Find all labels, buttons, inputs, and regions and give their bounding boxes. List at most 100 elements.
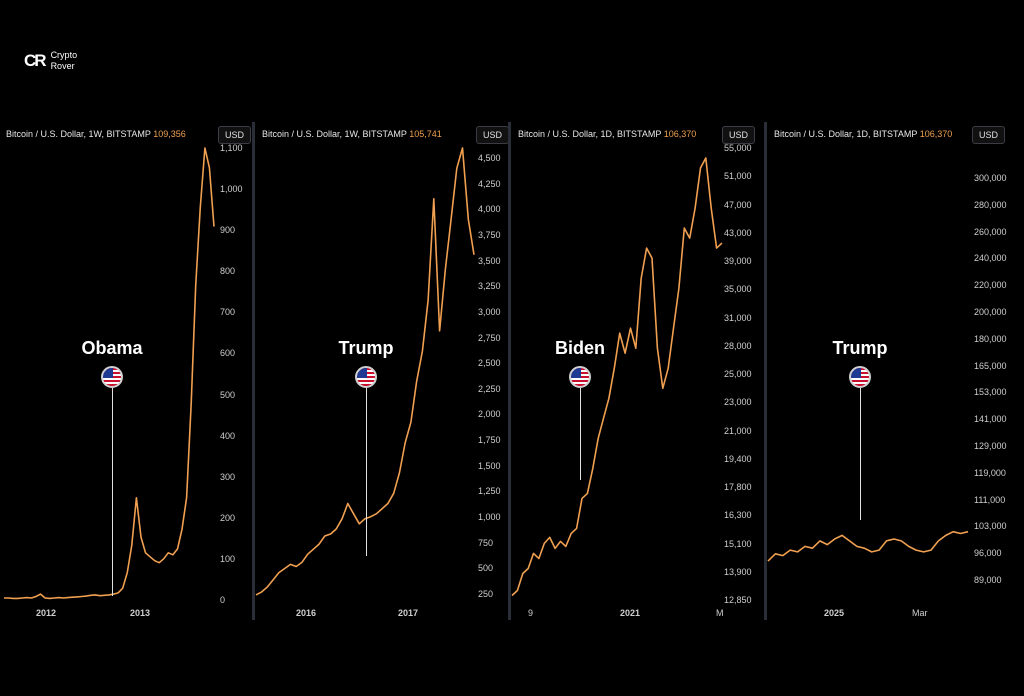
logo-line1: Crypto: [50, 50, 78, 60]
last-price: 106,370: [663, 129, 697, 139]
symbol-title: Bitcoin / U.S. Dollar, 1W, BITSTAMP: [262, 129, 407, 139]
y-tick-label: 240,000: [974, 253, 1007, 264]
y-tick-label: 2,500: [478, 358, 501, 369]
price-line-series: [511, 157, 723, 597]
president-label: Obama: [81, 338, 143, 358]
y-tick-label: 21,000: [724, 425, 752, 436]
currency-button[interactable]: USD: [722, 126, 756, 144]
y-tick-label: 200,000: [974, 307, 1007, 317]
y-tick-label: 4,000: [478, 204, 501, 215]
y-tick-label: 17,800: [724, 482, 752, 492]
chart-panel-4: Bitcoin / U.S. Dollar, 1D, BITSTAMP 106,…: [767, 122, 1024, 620]
inauguration-marker-line: [112, 388, 113, 596]
y-tick-label: 31,000: [724, 312, 752, 323]
y-tick-label: 300,000: [974, 173, 1007, 183]
price-chart: [511, 157, 723, 597]
y-tick-label: 300: [220, 471, 236, 482]
y-tick-label: 39,000: [724, 256, 752, 266]
symbol-header: Bitcoin / U.S. Dollar, 1W, BITSTAMP 109,…: [6, 129, 186, 139]
y-tick-label: 220,000: [974, 280, 1007, 291]
president-label: Biden: [554, 338, 605, 358]
y-tick-label: 2,750: [478, 332, 501, 343]
symbol-title: Bitcoin / U.S. Dollar, 1D, BITSTAMP: [518, 129, 662, 139]
y-tick-label: 3,750: [478, 229, 501, 240]
price-chart: [4, 147, 215, 600]
y-tick-label: 129,000: [974, 441, 1007, 451]
y-tick-label: 35,000: [724, 284, 752, 295]
x-tick-label: 2012: [36, 608, 57, 618]
symbol-header: Bitcoin / U.S. Dollar, 1D, BITSTAMP 106,…: [518, 129, 696, 139]
y-tick-label: 16,300: [724, 510, 752, 521]
y-tick-label: 153,000: [974, 387, 1007, 398]
y-tick-label: 200: [220, 512, 236, 523]
price-line-series: [4, 147, 215, 600]
y-tick-label: 600: [220, 348, 236, 359]
last-price: 109,356: [153, 129, 186, 139]
president-label: Trump: [338, 338, 394, 358]
x-tick-label: Mar: [912, 608, 928, 618]
y-tick-label: 4,500: [478, 153, 501, 163]
y-tick-label: 1,100: [220, 143, 243, 153]
y-tick-label: 2,250: [478, 383, 501, 394]
x-tick-label: 2025: [824, 608, 845, 618]
y-tick-label: 500: [478, 563, 494, 574]
y-tick-label: 43,000: [724, 227, 752, 238]
panel-divider: [508, 122, 511, 620]
y-tick-label: 2,000: [478, 409, 501, 420]
us-flag-icon: [101, 366, 123, 388]
y-tick-label: 500: [220, 389, 236, 400]
last-price: 105,741: [409, 129, 442, 139]
y-tick-label: 1,250: [478, 486, 501, 497]
y-tick-label: 55,000: [724, 143, 752, 153]
president-label: Trump: [832, 338, 888, 358]
chart-panel-1: Bitcoin / U.S. Dollar, 1W, BITSTAMP 109,…: [0, 122, 252, 620]
chart-panel-3: Bitcoin / U.S. Dollar, 1D, BITSTAMP 106,…: [511, 122, 764, 620]
us-flag-icon: [849, 366, 871, 388]
y-tick-label: 96,000: [974, 548, 1002, 559]
y-tick-label: 280,000: [974, 199, 1007, 210]
y-tick-label: 3,250: [478, 281, 501, 292]
x-tick-label: 9: [528, 608, 534, 618]
symbol-header: Bitcoin / U.S. Dollar, 1W, BITSTAMP 105,…: [262, 129, 442, 139]
y-tick-label: 47,000: [724, 199, 752, 210]
y-tick-label: 4,250: [478, 178, 501, 189]
brand-logo: CR Crypto Rover: [24, 50, 77, 72]
inauguration-marker-line: [860, 388, 861, 520]
y-tick-label: 750: [478, 537, 494, 548]
price-chart: [767, 530, 969, 562]
y-tick-label: 400: [220, 430, 236, 441]
currency-button[interactable]: USD: [218, 126, 252, 144]
us-flag-icon: [355, 366, 377, 388]
y-tick-label: 13,900: [724, 566, 752, 577]
panel-divider: [252, 122, 255, 620]
y-tick-label: 3,000: [478, 306, 501, 317]
chart-panel-2: Bitcoin / U.S. Dollar, 1W, BITSTAMP 105,…: [255, 122, 510, 620]
y-tick-label: 165,000: [974, 360, 1007, 371]
x-tick-label: 2016: [296, 608, 317, 618]
y-tick-label: 0: [220, 595, 226, 605]
panel-divider: [764, 122, 767, 620]
y-tick-label: 1,000: [478, 512, 501, 523]
y-tick-label: 89,000: [974, 575, 1002, 585]
x-tick-label: 2021: [620, 608, 641, 618]
last-price: 106,370: [919, 129, 953, 139]
price-line-series: [255, 147, 475, 596]
x-tick-label: 2017: [398, 608, 419, 618]
symbol-title: Bitcoin / U.S. Dollar, 1D, BITSTAMP: [774, 129, 918, 139]
symbol-title: Bitcoin / U.S. Dollar, 1W, BITSTAMP: [6, 129, 151, 139]
inauguration-marker-line: [366, 388, 367, 556]
price-chart: [255, 147, 475, 596]
y-tick-label: 15,100: [724, 538, 752, 549]
y-tick-label: 1,500: [478, 460, 501, 471]
price-line-series: [767, 530, 969, 562]
y-tick-label: 12,850: [724, 595, 752, 605]
symbol-header: Bitcoin / U.S. Dollar, 1D, BITSTAMP 106,…: [774, 129, 952, 139]
x-tick-label: M: [716, 608, 724, 618]
y-tick-label: 1,750: [478, 435, 501, 446]
us-flag-icon: [569, 366, 591, 388]
y-tick-label: 103,000: [974, 521, 1007, 532]
y-tick-label: 3,500: [478, 255, 501, 266]
y-tick-label: 19,400: [724, 453, 752, 464]
y-tick-label: 700: [220, 307, 236, 318]
currency-button[interactable]: USD: [972, 126, 1006, 144]
